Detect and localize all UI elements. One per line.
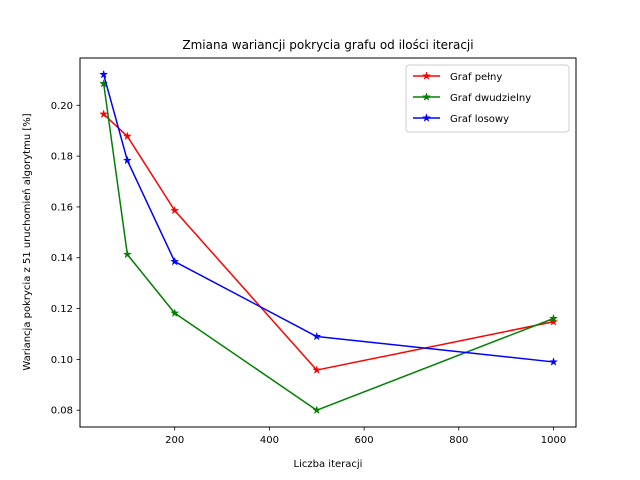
y-tick-label: 0.14 xyxy=(51,253,73,264)
y-axis: 0.08 0.10 0.12 0.14 0.16 0.18 0.20 xyxy=(51,101,80,417)
data-point xyxy=(548,313,559,323)
legend-label: Graf dwudzielny xyxy=(450,93,531,104)
x-axis: 200 400 600 800 1000 xyxy=(165,427,566,446)
legend-label: Graf pełny xyxy=(450,72,502,83)
legend-marker xyxy=(421,113,432,122)
data-point xyxy=(122,155,132,165)
legend-marker xyxy=(421,71,432,80)
x-tick-label: 600 xyxy=(355,435,374,446)
legend-marker xyxy=(421,92,432,101)
y-tick-label: 0.16 xyxy=(51,202,73,213)
data-point xyxy=(312,331,322,341)
data-point xyxy=(122,131,132,141)
x-axis-label: Liczba iteracji xyxy=(294,459,363,470)
y-tick-label: 0.18 xyxy=(51,152,73,163)
y-tick-label: 0.20 xyxy=(51,101,73,112)
y-tick-label: 0.12 xyxy=(51,304,73,315)
plot-area xyxy=(79,57,577,428)
y-axis-label: Wariancja pokrycia z 51 uruchomień algor… xyxy=(21,113,33,370)
x-tick-label: 800 xyxy=(449,435,468,446)
data-point xyxy=(312,365,322,374)
data-point xyxy=(170,205,180,215)
data-point xyxy=(170,308,180,318)
y-tick-label: 0.08 xyxy=(51,406,73,417)
x-tick-label: 400 xyxy=(260,435,279,446)
data-point xyxy=(548,357,559,366)
x-tick-label: 1000 xyxy=(541,435,566,446)
data-point xyxy=(170,256,180,266)
series-line-0 xyxy=(103,113,554,371)
data-point xyxy=(99,69,109,79)
plot-frame xyxy=(79,57,577,428)
y-tick-label: 0.10 xyxy=(51,355,73,366)
chart-title: Zmiana wariancji pokrycia grafu od ilośc… xyxy=(182,38,473,52)
series-layer xyxy=(99,69,559,415)
data-point xyxy=(99,109,109,119)
data-point xyxy=(548,316,559,326)
legend-box xyxy=(405,64,570,133)
x-tick-label: 200 xyxy=(165,435,184,446)
series-line-1 xyxy=(102,83,554,411)
legend-label: Graf losowy xyxy=(450,114,509,125)
data-point xyxy=(122,249,132,259)
legend: Graf pełny Graf dwudzielny Graf losowy xyxy=(405,64,570,133)
data-point xyxy=(312,405,322,415)
